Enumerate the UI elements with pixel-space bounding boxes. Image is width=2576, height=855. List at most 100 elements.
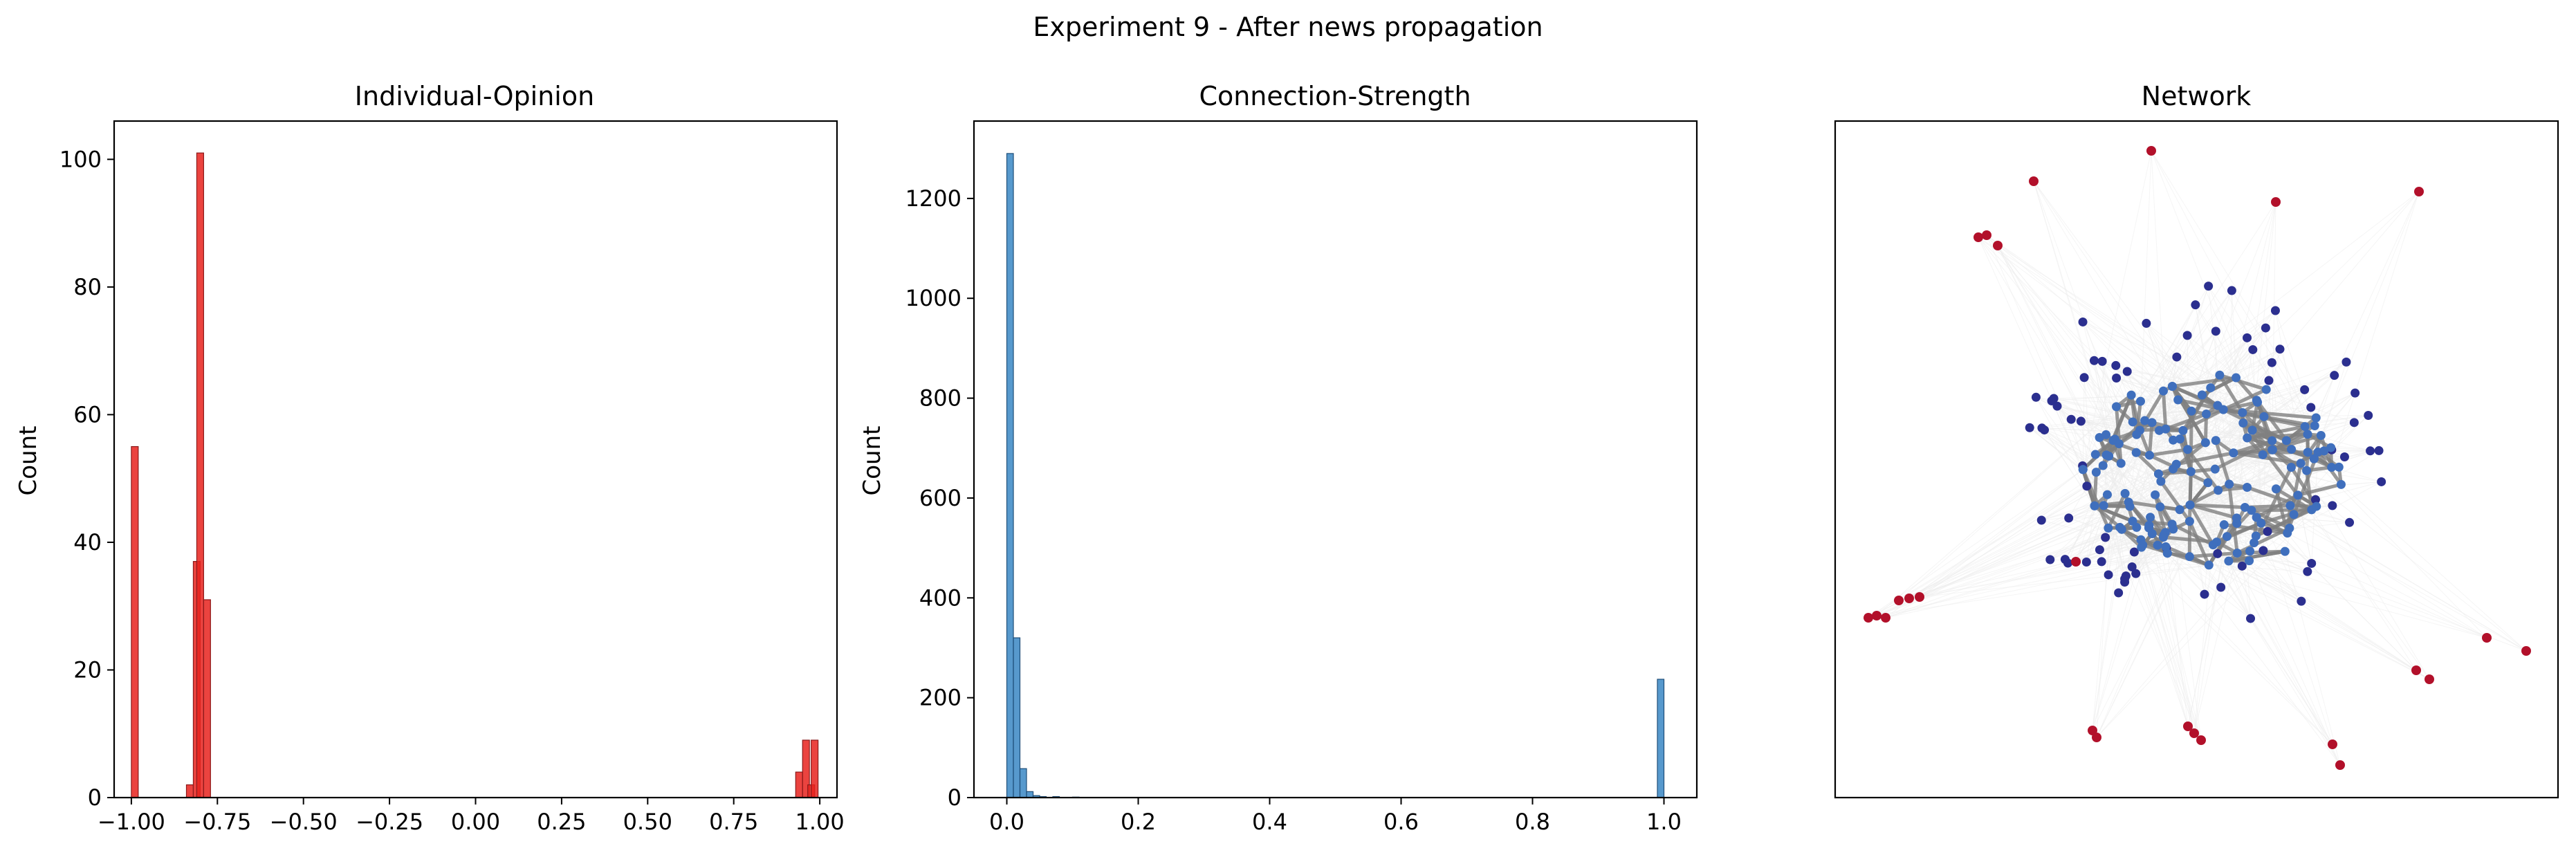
strong-edge bbox=[2201, 376, 2237, 397]
network-node bbox=[2311, 413, 2321, 423]
network-node bbox=[2219, 520, 2229, 530]
network-node bbox=[2089, 356, 2099, 365]
strength-ytick-label-3: 600 bbox=[919, 485, 962, 511]
strong-edge bbox=[2189, 503, 2238, 520]
weak-edge bbox=[2064, 386, 2173, 560]
individual-opinion-title: Individual-Opinion bbox=[355, 81, 594, 111]
network-node bbox=[2287, 445, 2297, 454]
figure-suptitle: Experiment 9 - After news propagation bbox=[1033, 12, 1543, 42]
weak-edge bbox=[2044, 430, 2174, 530]
weak-edge bbox=[2139, 430, 2195, 734]
network-node bbox=[2214, 486, 2223, 495]
network-node bbox=[2132, 430, 2142, 439]
network-node bbox=[2286, 462, 2296, 472]
network-node bbox=[2187, 406, 2196, 416]
network-node bbox=[2112, 402, 2122, 412]
opinion-bar-3 bbox=[196, 152, 204, 798]
network-node bbox=[2335, 760, 2345, 770]
weak-edge bbox=[2315, 375, 2335, 419]
network-axes-frame bbox=[1834, 120, 2559, 799]
strong-edge bbox=[2241, 421, 2299, 497]
weak-edge bbox=[2149, 527, 2195, 734]
opinion-bar-4 bbox=[203, 599, 211, 798]
network-node bbox=[2167, 382, 2177, 392]
network-node bbox=[2090, 450, 2100, 459]
network-node bbox=[1864, 613, 1873, 623]
strong-edge bbox=[2255, 493, 2299, 520]
network-node bbox=[2229, 448, 2238, 458]
network-node bbox=[2225, 479, 2234, 489]
network-node bbox=[2078, 465, 2088, 475]
weak-edge bbox=[2331, 191, 2420, 468]
weak-edge bbox=[2099, 335, 2188, 438]
network-node bbox=[2172, 352, 2182, 362]
network-node bbox=[2300, 385, 2310, 394]
weak-edge bbox=[2287, 533, 2487, 638]
network-node bbox=[2138, 540, 2148, 550]
opinion-bar-1 bbox=[185, 784, 194, 798]
network-node bbox=[2289, 510, 2299, 520]
weak-edge bbox=[2187, 335, 2211, 388]
network-node bbox=[2204, 560, 2214, 570]
network-node bbox=[2036, 515, 2046, 525]
network-node bbox=[2303, 430, 2312, 439]
weak-edge bbox=[1919, 469, 2083, 598]
network-node bbox=[2144, 450, 2154, 460]
weak-edge bbox=[2208, 286, 2308, 435]
weak-edge bbox=[2320, 191, 2420, 436]
weak-edge bbox=[2044, 430, 2109, 528]
network-node bbox=[2052, 401, 2062, 411]
network-node bbox=[2066, 414, 2076, 424]
network-node bbox=[2142, 318, 2151, 328]
weak-edge bbox=[2140, 331, 2216, 431]
weak-edge bbox=[2086, 506, 2095, 562]
network-node bbox=[2078, 317, 2088, 327]
network-node bbox=[2129, 547, 2139, 557]
strength-xtick-label-2: 0.4 bbox=[1252, 809, 1287, 835]
network-node bbox=[2155, 502, 2165, 512]
network-node bbox=[2135, 396, 2145, 406]
weak-edge bbox=[2231, 291, 2237, 378]
network-node bbox=[2102, 490, 2112, 499]
network-node bbox=[2264, 376, 2274, 385]
network-node bbox=[2128, 516, 2137, 526]
network-node bbox=[2334, 462, 2344, 472]
network-node bbox=[2071, 557, 2081, 567]
weak-edge bbox=[2209, 564, 2308, 572]
strong-edge bbox=[2228, 549, 2285, 563]
network-node bbox=[2316, 430, 2326, 440]
network-node bbox=[2227, 286, 2236, 295]
weak-edge bbox=[2106, 380, 2270, 456]
weak-edge bbox=[2272, 201, 2276, 441]
network-node bbox=[2296, 459, 2306, 468]
network-node bbox=[2232, 548, 2242, 558]
network-node bbox=[2240, 502, 2250, 512]
strong-edge bbox=[2093, 504, 2122, 529]
network-node bbox=[1881, 613, 1890, 623]
weak-edge bbox=[2096, 521, 2190, 738]
weak-edge bbox=[1978, 237, 2245, 508]
network-node bbox=[2101, 533, 2110, 542]
weak-edge bbox=[2287, 533, 2312, 564]
weak-edge bbox=[2093, 360, 2119, 444]
network-node bbox=[2161, 424, 2171, 434]
connection-strength-axes-frame bbox=[973, 120, 1698, 799]
connection-strength-bars bbox=[1006, 153, 1665, 798]
opinion-xtick-label-7: 0.75 bbox=[709, 809, 758, 835]
weak-edge bbox=[2115, 365, 2238, 553]
strong-edge bbox=[2186, 448, 2220, 492]
weak-edge bbox=[2092, 529, 2122, 731]
network-node bbox=[2040, 425, 2050, 435]
strong-edge bbox=[2236, 526, 2290, 555]
weak-edge bbox=[2172, 310, 2276, 387]
weak-edge bbox=[2118, 201, 2276, 444]
network-node bbox=[2045, 555, 2055, 564]
network-node bbox=[2122, 367, 2132, 376]
strong-edge bbox=[2188, 520, 2211, 566]
network-node bbox=[2203, 478, 2213, 488]
network-node bbox=[2303, 567, 2312, 576]
weak-edge bbox=[1978, 237, 2110, 457]
network-node bbox=[2200, 438, 2210, 448]
network-node bbox=[2246, 614, 2256, 623]
network-node bbox=[2293, 490, 2303, 500]
